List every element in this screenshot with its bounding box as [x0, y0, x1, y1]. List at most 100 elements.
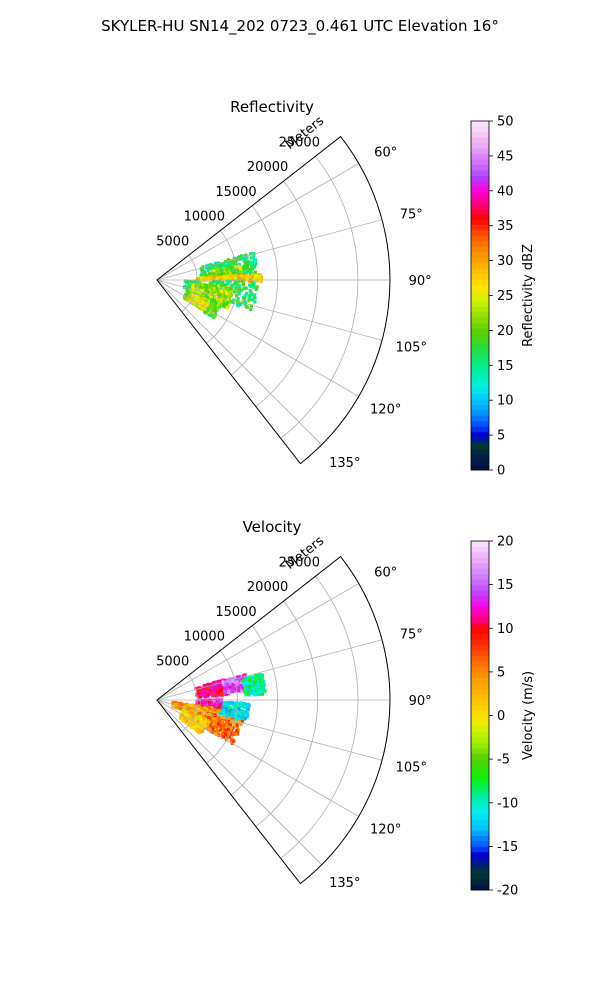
echo-cell [253, 258, 257, 262]
colorbar-segment [471, 350, 489, 356]
echo-cell [206, 687, 210, 691]
echo-cell [231, 701, 235, 705]
echo-cell [205, 287, 209, 291]
echo-cell [224, 709, 228, 713]
echo-cell [236, 675, 240, 679]
echo-cell [246, 277, 250, 281]
echo-cell [235, 726, 240, 730]
colorbar-segment [471, 835, 489, 842]
echo-cell [236, 304, 240, 308]
echo-cell [235, 723, 239, 727]
echo-cell [178, 705, 182, 709]
echo-cell [241, 267, 245, 271]
echo-cell [198, 720, 202, 724]
echo-cell [229, 708, 233, 712]
echo-cell [241, 685, 245, 689]
panel-title: Reflectivity [230, 98, 314, 116]
theta-tick-label: 75° [400, 628, 423, 643]
echo-cell [211, 689, 216, 693]
echo-cell [250, 273, 255, 277]
echo-cell [232, 298, 236, 302]
echo-cell [252, 680, 256, 684]
colorbar-segment [471, 753, 489, 760]
echo-cell [195, 281, 199, 285]
radial-tick-label: 10000 [184, 210, 225, 225]
colorbar-segment [471, 868, 489, 875]
echo-cell [226, 300, 230, 304]
colorbar-segment [471, 748, 489, 755]
echo-cell [197, 704, 201, 708]
echo-cell [185, 293, 189, 297]
colorbar-segment [471, 131, 489, 138]
echo-cell [239, 715, 243, 719]
echo-cell [180, 717, 184, 721]
echo-cell [216, 280, 220, 284]
echo-cell [225, 306, 229, 310]
echo-cell [249, 256, 253, 260]
echo-cell [256, 677, 260, 681]
echo-cell [202, 717, 206, 722]
echo-cell [205, 709, 209, 713]
colorbar-segment [471, 862, 489, 869]
colorbar-segment [471, 851, 489, 858]
colorbar-segment [471, 813, 489, 820]
echo-cell [228, 701, 232, 705]
echo-cell [196, 290, 200, 294]
echo-cell [258, 686, 262, 690]
echo-cell [250, 264, 254, 268]
echo-cell [190, 299, 194, 303]
colorbar-label: Velocity (m/s) [521, 671, 536, 760]
echo-cell [244, 266, 248, 270]
echo-cell [197, 715, 201, 719]
colorbar-tick-label: 15 [497, 578, 514, 593]
echo-cell [212, 722, 216, 726]
echo-cell [201, 691, 205, 695]
echo-cell [246, 260, 250, 264]
colorbar-segment [471, 830, 489, 836]
echo-cell [189, 713, 194, 717]
echo-cell [252, 691, 256, 696]
echo-cell [225, 291, 229, 296]
echo-cell [222, 268, 226, 272]
colorbar-segment [471, 770, 489, 776]
echo-cell [180, 702, 184, 706]
echo-cell [235, 294, 239, 298]
echo-cell [242, 712, 246, 717]
echo-cell [196, 284, 200, 288]
echo-cell [216, 716, 220, 720]
echo-cell [256, 688, 260, 692]
echo-cell [215, 718, 219, 722]
echo-cell [198, 689, 202, 693]
echo-cell [205, 712, 209, 717]
echo-cell [219, 692, 223, 696]
colorbar-segment [471, 780, 489, 787]
colorbar-segment [471, 617, 489, 624]
echo-cell [218, 703, 222, 707]
echo-cell [244, 253, 248, 257]
echo-cell [214, 273, 218, 277]
echo-cell [186, 280, 190, 284]
echo-cell [229, 286, 233, 291]
echo-cell [236, 302, 240, 306]
colorbar-tick-label: 20 [497, 535, 514, 550]
echo-cell [225, 720, 229, 724]
echo-cell [209, 308, 213, 312]
colorbar-segment [471, 819, 489, 825]
colorbar-tick-label: -20 [497, 884, 518, 899]
echo-cell [230, 268, 234, 272]
echo-cell [219, 280, 223, 284]
echo-cell [222, 686, 226, 690]
echo-cell [211, 727, 215, 731]
echo-cell [213, 280, 217, 284]
grid-ring [206, 650, 238, 764]
colorbar-segment [471, 159, 489, 166]
echo-cell [184, 712, 188, 717]
colorbar-segment [471, 121, 489, 127]
echo-cell [220, 726, 224, 730]
echo-cell [191, 285, 195, 290]
echo-cell [200, 706, 204, 710]
echo-cell [210, 709, 215, 713]
echo-cell [208, 692, 212, 696]
echo-cell [250, 687, 254, 691]
colorbar-segment [471, 300, 489, 307]
